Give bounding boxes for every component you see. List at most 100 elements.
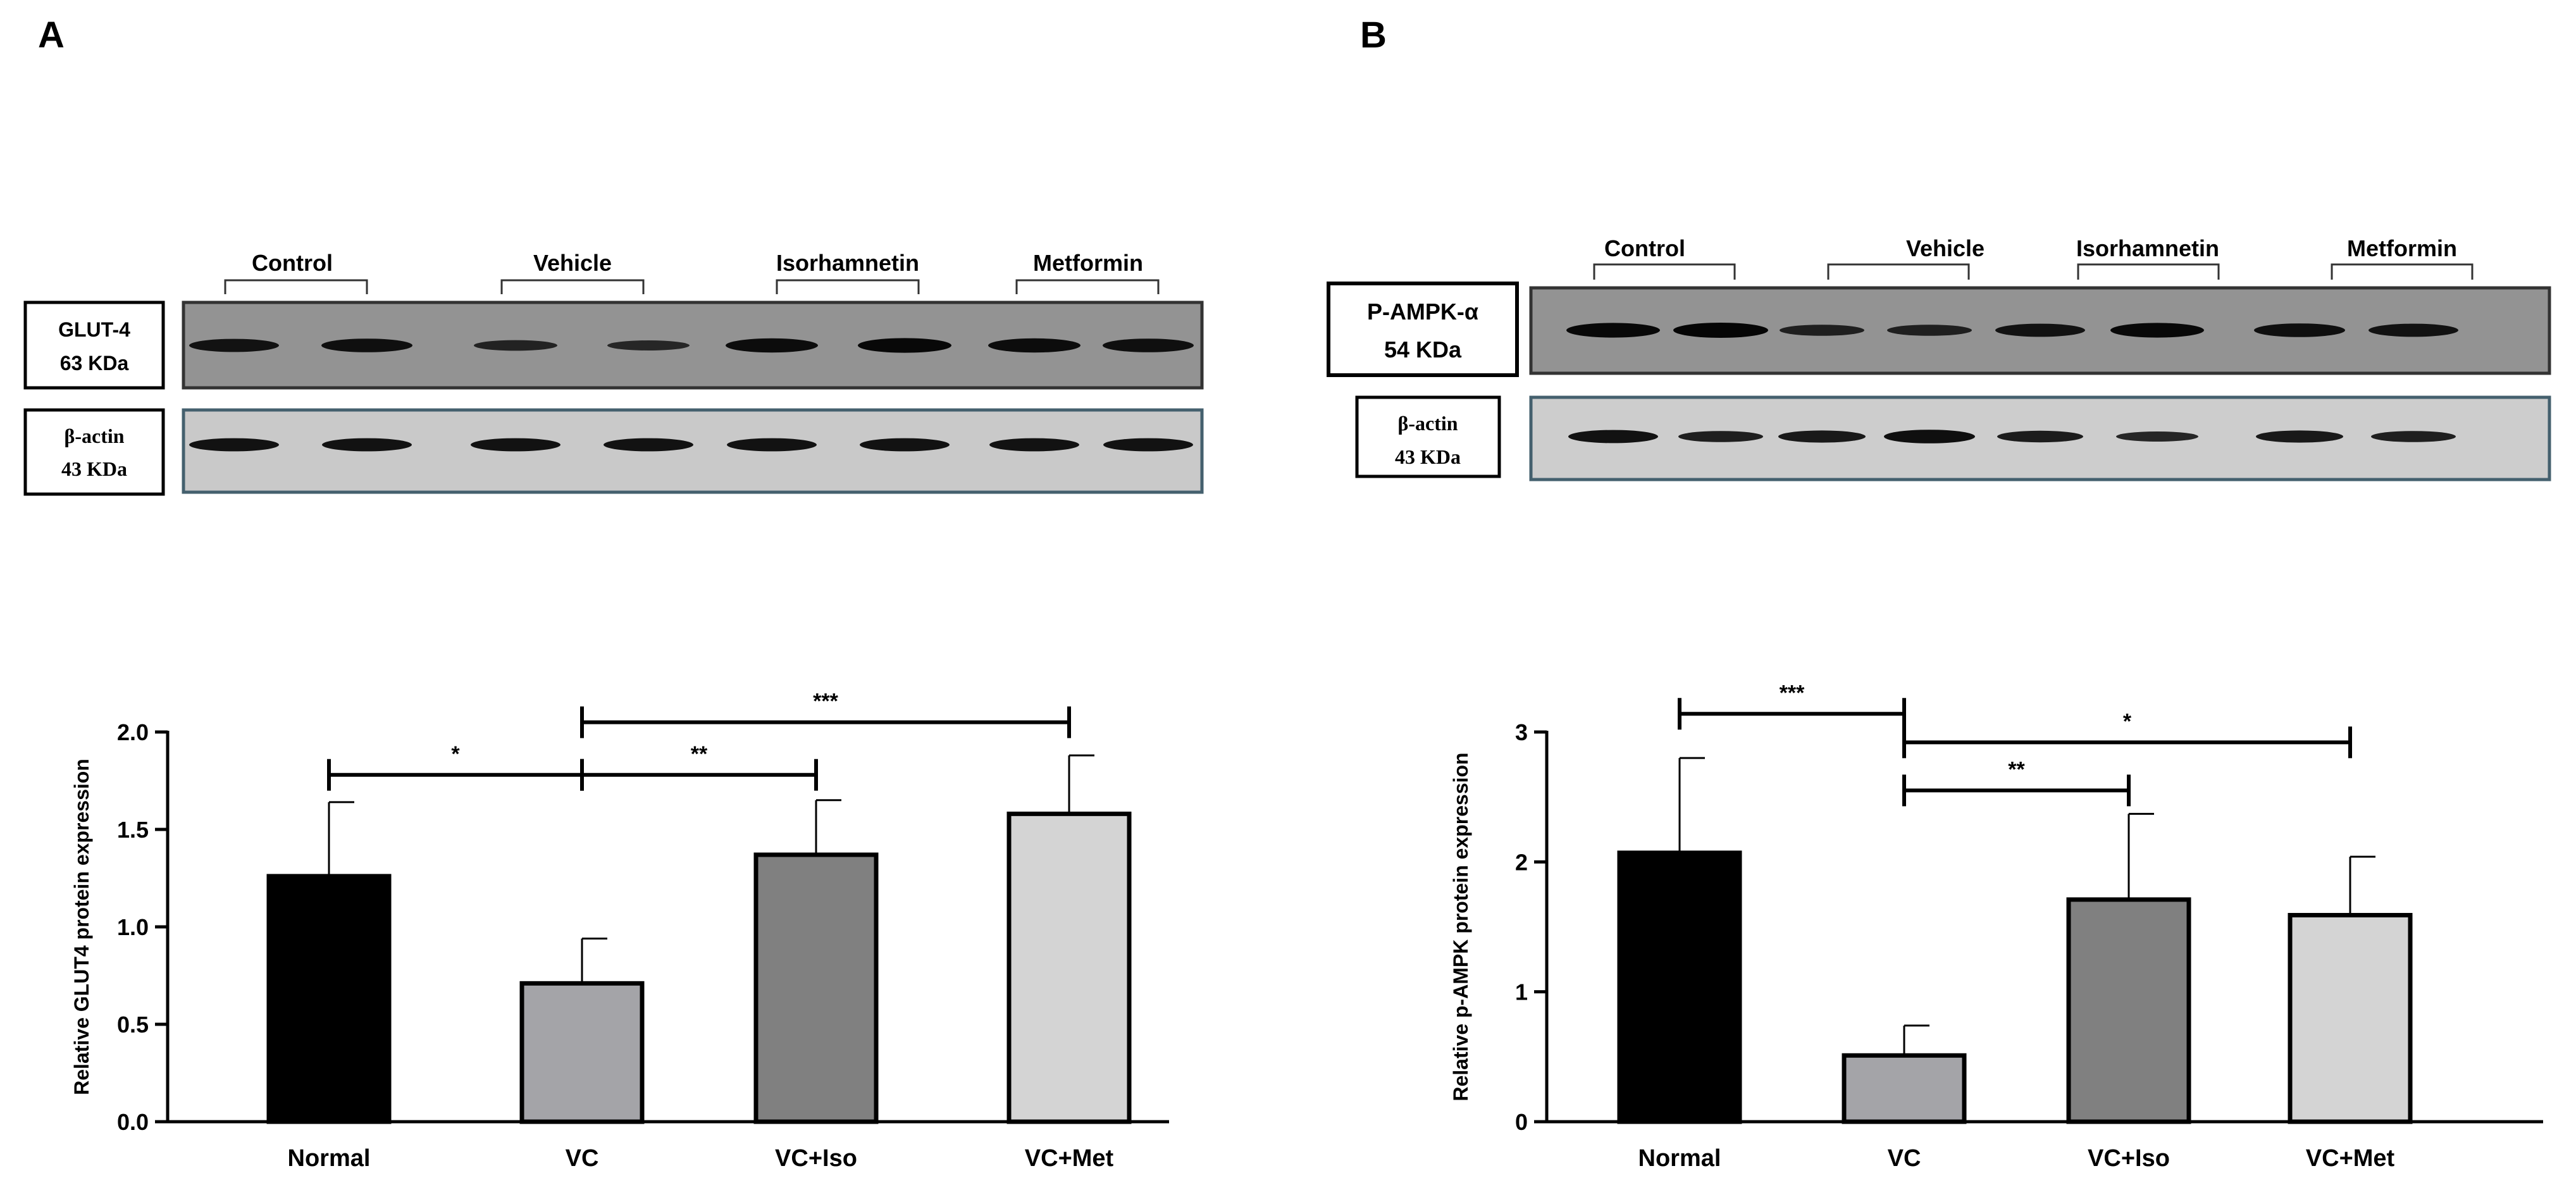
y-tick-label: 1 xyxy=(1515,979,1528,1005)
blot-a-actin-band xyxy=(604,438,693,452)
category-label: Normal xyxy=(1638,1145,1721,1172)
blot-b-target-band xyxy=(1887,325,1972,336)
blot-b-target-band xyxy=(1780,325,1864,336)
blot-b-target-band xyxy=(2110,323,2204,338)
y-tick-label: 0.5 xyxy=(117,1012,149,1038)
blot-a-bracket xyxy=(500,279,645,294)
category-label: VC xyxy=(566,1145,599,1172)
blot-a: Control Vehicle Isorhamnetin Metformin G… xyxy=(23,250,1204,496)
blot-b-actin-band xyxy=(2116,431,2198,442)
blot-a-target-kda: 63 KDa xyxy=(60,352,129,375)
blot-b-target-name: P-AMPK-α xyxy=(1367,299,1478,325)
y-tick-label: 2 xyxy=(1515,849,1528,875)
blot-b-actin-bands xyxy=(1568,430,2456,443)
blot-a-target-band xyxy=(1103,338,1194,352)
blot-a-actin-band xyxy=(989,438,1079,452)
blot-a-actin-band xyxy=(860,438,950,452)
significance-label: *** xyxy=(1780,681,1805,705)
bar xyxy=(1842,1053,1967,1124)
blot-b-group-label: Metformin xyxy=(2347,235,2457,261)
blot-a-target-band xyxy=(607,340,690,350)
blot-b-actin-name: β-actin xyxy=(1397,412,1458,435)
blot-a-group-label: Control xyxy=(252,250,333,276)
significance-label: * xyxy=(451,742,460,766)
bar xyxy=(1617,850,1742,1124)
blot-b-target-bands xyxy=(1566,323,2458,338)
category-label: VC+Met xyxy=(2306,1145,2395,1172)
bar xyxy=(753,852,879,1124)
blot-b-group-label: Control xyxy=(1604,235,1685,261)
blot-b-target-kda: 54 KDa xyxy=(1384,337,1462,363)
bar-chart-pampk: 0 1 2 3 Relative p-AMPK protein expression No… xyxy=(1449,681,2543,1172)
blot-b-bracket xyxy=(1593,263,1736,280)
significance-label: *** xyxy=(813,690,838,714)
blot-a-group-label: Metformin xyxy=(1033,250,1143,276)
bar xyxy=(1006,811,1132,1124)
blot-a-bracket xyxy=(224,279,368,294)
blot-a-target-bands xyxy=(189,338,1194,353)
blot-a-actin-name: β-actin xyxy=(64,425,124,447)
category-label: VC+Met xyxy=(1025,1145,1114,1172)
blot-a-target-band xyxy=(988,338,1081,353)
significance-label: ** xyxy=(691,742,708,766)
blot-a-actin-band xyxy=(189,438,279,452)
category-label: VC+Iso xyxy=(2088,1145,2170,1172)
blot-a-actin-band xyxy=(471,438,560,452)
blot-a-bracket xyxy=(1015,279,1160,294)
blot-a-target-label-box xyxy=(23,301,165,390)
bar xyxy=(266,874,392,1124)
category-label: VC xyxy=(1888,1145,1921,1172)
blot-b-target-band xyxy=(1566,323,1660,338)
blot-a-target-band xyxy=(474,340,557,351)
blot-a-target-band xyxy=(189,338,279,352)
y-tick-label: 0 xyxy=(1515,1109,1528,1135)
blot-b-actin-band xyxy=(1568,430,1658,443)
y-tick-label: 1.0 xyxy=(117,914,149,940)
y-axis-label: Relative p-AMPK protein expression xyxy=(1449,752,1472,1101)
blot-a-actin-membrane xyxy=(182,408,1204,494)
y-tick-label: 3 xyxy=(1515,719,1528,745)
y-axis-label: Relative GLUT4 protein expression xyxy=(70,759,93,1095)
category-label: Normal xyxy=(288,1145,371,1172)
blot-a-target-band xyxy=(726,338,818,353)
blot-a-target-name: GLUT-4 xyxy=(58,318,130,341)
blot-b-actin-kda: 43 KDa xyxy=(1395,445,1461,468)
blot-b-actin-band xyxy=(2256,430,2343,443)
bar xyxy=(2066,897,2191,1124)
significance-label: * xyxy=(2123,709,2132,733)
y-tick-label: 0.0 xyxy=(117,1109,149,1135)
bar xyxy=(519,981,645,1124)
blot-b-actin-band xyxy=(1884,430,1975,443)
panel-letter-b: B xyxy=(1360,15,1387,56)
blot-b: Control Vehicle Isorhamnetin Metformin P… xyxy=(1327,235,2551,481)
blot-a-target-band xyxy=(321,338,412,352)
blot-a-bracket xyxy=(776,279,920,294)
blot-a-group-label: Vehicle xyxy=(533,250,612,276)
blot-b-bracket xyxy=(1827,263,1970,280)
category-label: VC+Iso xyxy=(775,1145,857,1172)
blot-a-actin-bands xyxy=(189,438,1193,452)
blot-b-target-label-box xyxy=(1327,282,1519,377)
panel-letter-a: A xyxy=(38,15,65,56)
blot-b-bracket xyxy=(2077,263,2220,280)
blot-a-group-label: Isorhamnetin xyxy=(776,250,919,276)
significance-label: ** xyxy=(2008,757,2025,781)
blot-a-actin-band xyxy=(1103,438,1193,452)
blot-a-actin-label-box xyxy=(23,408,165,496)
blot-b-actin-band xyxy=(1778,430,1866,443)
blot-b-actin-label-box xyxy=(1355,395,1501,478)
blot-b-actin-band xyxy=(1997,430,2083,443)
bar-chart-glut4: 0.0 0.5 1.0 1.5 2.0 Relative GLUT4 protein ex… xyxy=(70,690,1169,1172)
blot-a-actin-band xyxy=(727,438,817,452)
blot-b-bracket xyxy=(2331,263,2474,280)
blot-a-actin-kda: 43 KDa xyxy=(61,457,127,480)
blot-b-group-label: Vehicle xyxy=(1906,235,1985,261)
blot-a-target-band xyxy=(858,338,951,353)
blot-b-target-band xyxy=(1995,323,2085,337)
blot-b-target-band xyxy=(1673,323,1768,338)
blot-a-actin-band xyxy=(322,438,412,452)
blot-b-target-band xyxy=(2254,323,2345,337)
blot-b-actin-band xyxy=(1678,431,1763,442)
blot-b-target-band xyxy=(2369,323,2458,337)
